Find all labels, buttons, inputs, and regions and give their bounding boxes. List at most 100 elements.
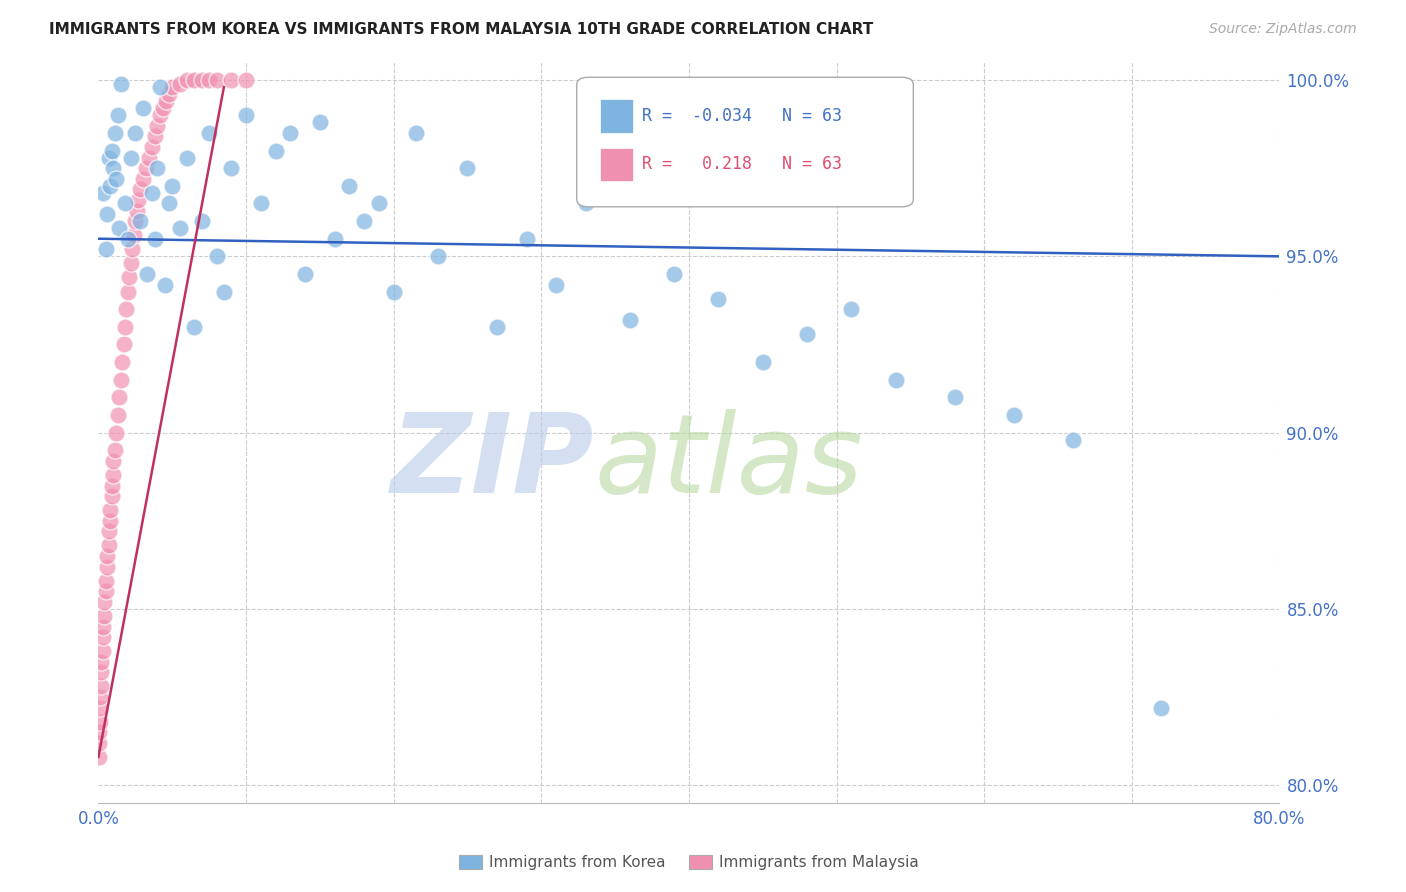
Point — [105, 425, 128, 440]
Point — [382, 285, 405, 299]
Point — [339, 178, 361, 193]
Point — [796, 326, 818, 341]
Point — [98, 503, 121, 517]
Point — [191, 73, 214, 87]
Point — [96, 559, 118, 574]
Point — [114, 196, 136, 211]
Point — [124, 126, 146, 140]
Point — [575, 196, 598, 211]
Point — [105, 171, 128, 186]
Point — [143, 232, 166, 246]
Point — [221, 161, 243, 176]
FancyBboxPatch shape — [576, 78, 914, 207]
Point — [149, 80, 172, 95]
Point — [146, 119, 169, 133]
Point — [118, 270, 141, 285]
Point — [405, 126, 427, 140]
Point — [112, 337, 135, 351]
Point — [91, 630, 114, 644]
Point — [205, 73, 228, 87]
Point — [235, 108, 257, 122]
Point — [120, 256, 142, 270]
Point — [183, 319, 205, 334]
Point — [87, 750, 110, 764]
Point — [110, 373, 132, 387]
Point — [198, 126, 221, 140]
Text: Source: ZipAtlas.com: Source: ZipAtlas.com — [1209, 22, 1357, 37]
Point — [90, 680, 112, 694]
Point — [884, 373, 907, 387]
Point — [93, 595, 115, 609]
Point — [427, 249, 450, 263]
Point — [98, 178, 121, 193]
Text: R =  -0.034   N = 63: R = -0.034 N = 63 — [641, 107, 842, 125]
Point — [707, 292, 730, 306]
Point — [1062, 433, 1084, 447]
Point — [128, 182, 150, 196]
Point — [132, 171, 155, 186]
Point — [309, 115, 332, 129]
Point — [121, 242, 143, 256]
Point — [103, 467, 125, 482]
Point — [146, 161, 169, 176]
Point — [205, 249, 228, 263]
Bar — [600, 147, 634, 181]
Point — [1150, 700, 1173, 714]
Point — [157, 87, 180, 102]
Point — [127, 193, 149, 207]
Point — [89, 714, 111, 729]
Point — [96, 549, 118, 563]
Point — [132, 101, 155, 115]
Point — [221, 73, 243, 87]
Point — [103, 454, 125, 468]
Legend: Immigrants from Korea, Immigrants from Malaysia: Immigrants from Korea, Immigrants from M… — [453, 849, 925, 877]
Point — [135, 161, 157, 176]
Point — [98, 514, 121, 528]
Point — [191, 214, 214, 228]
Text: IMMIGRANTS FROM KOREA VS IMMIGRANTS FROM MALAYSIA 10TH GRADE CORRELATION CHART: IMMIGRANTS FROM KOREA VS IMMIGRANTS FROM… — [49, 22, 873, 37]
Point — [94, 584, 117, 599]
Point — [141, 186, 163, 200]
Point — [162, 80, 183, 95]
Point — [90, 655, 112, 669]
Point — [115, 302, 138, 317]
Text: atlas: atlas — [595, 409, 863, 516]
Point — [149, 108, 172, 122]
Point — [128, 214, 150, 228]
Point — [153, 277, 176, 292]
Point — [280, 126, 302, 140]
Point — [212, 285, 235, 299]
Point — [198, 73, 221, 87]
Point — [117, 285, 139, 299]
Point — [155, 94, 177, 108]
Point — [104, 126, 127, 140]
Point — [97, 538, 120, 552]
Text: ZIP: ZIP — [391, 409, 595, 516]
Point — [353, 214, 375, 228]
Point — [169, 221, 191, 235]
Point — [107, 408, 129, 422]
Point — [96, 207, 118, 221]
Point — [183, 73, 205, 87]
Point — [162, 178, 183, 193]
Point — [108, 390, 131, 404]
Point — [103, 161, 125, 176]
Text: R =   0.218   N = 63: R = 0.218 N = 63 — [641, 155, 842, 173]
Point — [117, 232, 139, 246]
Point — [125, 203, 148, 218]
Point — [841, 302, 863, 317]
Point — [97, 151, 120, 165]
Point — [943, 390, 966, 404]
Point — [752, 355, 775, 369]
Point — [138, 151, 160, 165]
Point — [546, 277, 568, 292]
Point — [93, 609, 115, 624]
Point — [100, 489, 122, 503]
Bar — [600, 99, 634, 133]
Point — [107, 108, 129, 122]
Point — [141, 140, 163, 154]
Point — [94, 242, 117, 256]
Point — [122, 228, 145, 243]
Point — [323, 232, 346, 246]
Point — [90, 665, 112, 680]
